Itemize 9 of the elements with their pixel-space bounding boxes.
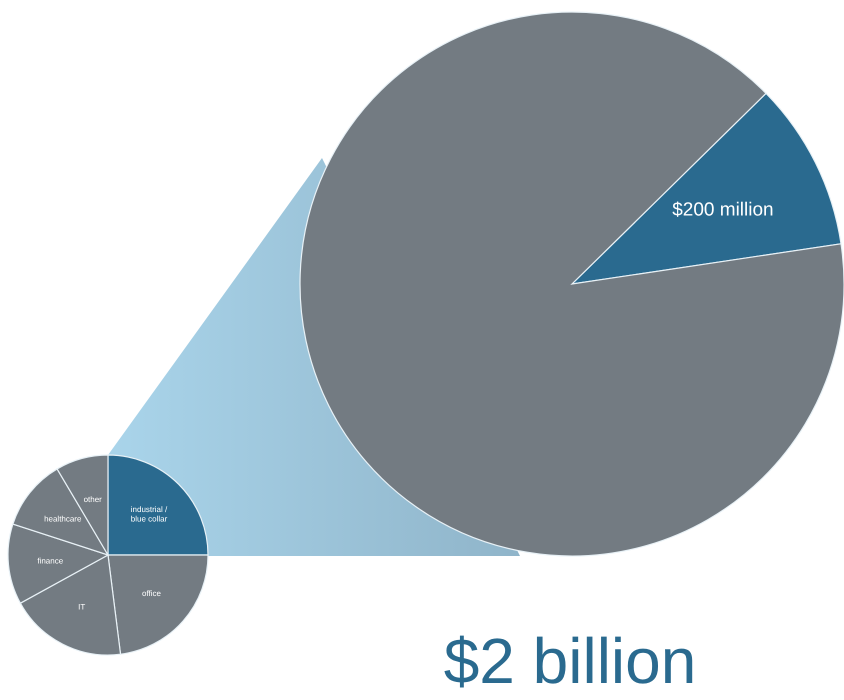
data-label: $200 million	[672, 199, 774, 220]
slice-label: industrial / blue collar	[130, 505, 168, 524]
text: $2 billion	[444, 625, 696, 697]
slice-label: healthcare	[44, 514, 82, 524]
slice-label: finance	[37, 556, 64, 566]
slice-label: IT	[78, 602, 86, 612]
pie-slice	[300, 11, 844, 556]
slice-label: office	[142, 589, 162, 598]
slice-label: other	[84, 494, 102, 504]
